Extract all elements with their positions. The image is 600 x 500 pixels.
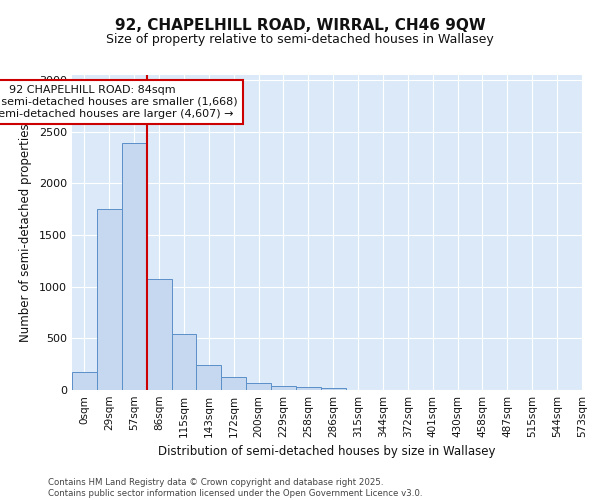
- Bar: [122, 143, 146, 390]
- Bar: [146, 280, 172, 390]
- Bar: [271, 386, 296, 390]
- Y-axis label: Number of semi-detached properties: Number of semi-detached properties: [19, 123, 32, 342]
- Bar: [296, 387, 321, 390]
- Bar: [196, 364, 221, 390]
- Bar: [246, 383, 271, 390]
- Text: Size of property relative to semi-detached houses in Wallasey: Size of property relative to semi-detach…: [106, 32, 494, 46]
- Bar: [321, 388, 346, 390]
- Text: Contains HM Land Registry data © Crown copyright and database right 2025.
Contai: Contains HM Land Registry data © Crown c…: [48, 478, 422, 498]
- Text: 92 CHAPELHILL ROAD: 84sqm
← 26% of semi-detached houses are smaller (1,668)
73% : 92 CHAPELHILL ROAD: 84sqm ← 26% of semi-…: [0, 86, 238, 118]
- Bar: [72, 372, 97, 390]
- Text: 92, CHAPELHILL ROAD, WIRRAL, CH46 9QW: 92, CHAPELHILL ROAD, WIRRAL, CH46 9QW: [115, 18, 485, 32]
- Bar: [221, 376, 246, 390]
- X-axis label: Distribution of semi-detached houses by size in Wallasey: Distribution of semi-detached houses by …: [158, 446, 496, 458]
- Bar: [97, 210, 122, 390]
- Bar: [172, 334, 196, 390]
